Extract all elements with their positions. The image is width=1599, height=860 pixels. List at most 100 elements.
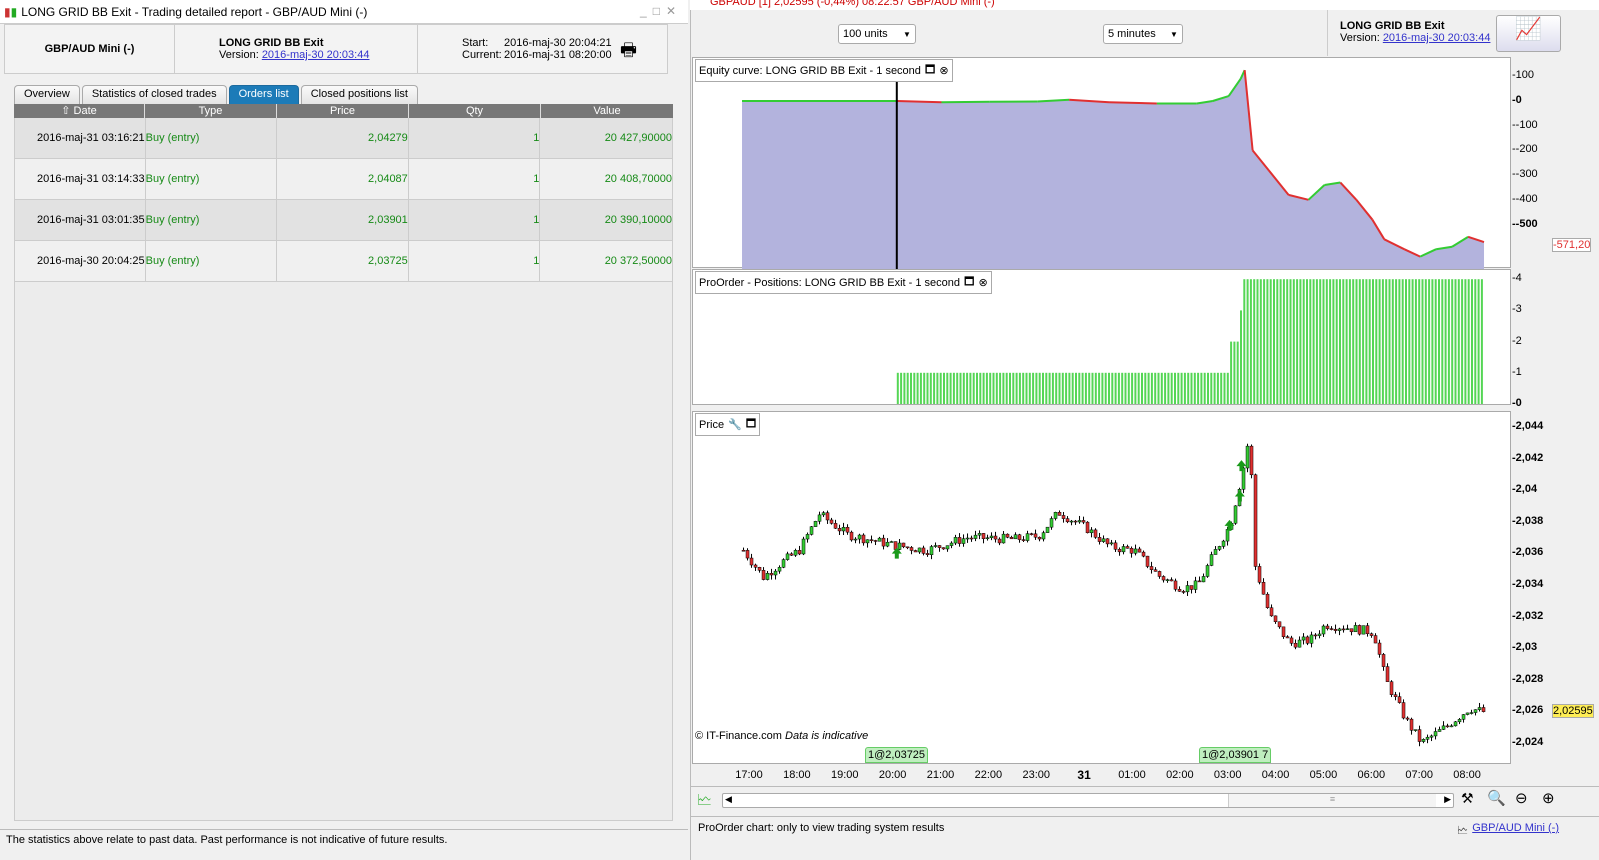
candle: [789, 553, 794, 556]
position-bar: [1279, 279, 1282, 404]
version-link[interactable]: 2016-maj-30 20:03:44: [261, 49, 370, 61]
position-bar: [1022, 372, 1025, 404]
last-price-label: 2,02595: [1552, 704, 1594, 719]
window-controls[interactable]: _□✕: [640, 4, 682, 18]
zoom-out-icon[interactable]: ⊖: [1515, 790, 1528, 807]
column-type[interactable]: Type: [145, 104, 277, 118]
candle: [1045, 526, 1050, 533]
position-bar: [1084, 372, 1087, 404]
column-price[interactable]: Price: [277, 104, 409, 118]
candle: [1013, 534, 1018, 540]
position-bar: [1032, 372, 1035, 404]
order-tag: 1@2,03901 7: [1199, 747, 1272, 763]
chart-window: 100 units ▼ 5 minutes ▼ LONG GRID BB Exit …: [690, 10, 1599, 860]
version-link[interactable]: 2016-maj-30 20:03:44: [1382, 32, 1491, 44]
position-bar: [1414, 279, 1417, 404]
position-bar: [1388, 279, 1391, 404]
candle: [1245, 445, 1250, 469]
tab-orders-list[interactable]: Orders list: [228, 85, 299, 104]
position-bar: [1028, 372, 1031, 404]
position-bar: [995, 372, 998, 404]
position-bar: [1187, 372, 1190, 404]
table-row[interactable]: 2016-maj-31 03:14:33 Buy (entry) 2,04087 1 2…: [15, 159, 672, 200]
candle: [869, 539, 874, 541]
position-bar: [1223, 372, 1226, 404]
chart-icon: 🗠: [1457, 825, 1469, 837]
units-select[interactable]: 100 units ▼: [838, 24, 916, 44]
candle: [1441, 725, 1446, 730]
instrument-link-group[interactable]: 🗠 GBP/AUD Mini (-): [1457, 822, 1559, 841]
position-bar: [1408, 279, 1411, 404]
close-icon[interactable]: ⊗: [978, 277, 988, 289]
position-bar: [1174, 372, 1177, 404]
candle: [1293, 643, 1298, 648]
position-bar: [1282, 279, 1285, 404]
candle: [1473, 709, 1478, 713]
candle: [1257, 566, 1262, 583]
candle: [949, 542, 954, 546]
table-row[interactable]: 2016-maj-31 03:16:21 Buy (entry) 2,04279 1 2…: [15, 118, 672, 159]
column-date[interactable]: ⇧ Date: [14, 104, 145, 118]
candle: [1477, 707, 1482, 710]
candle: [1149, 566, 1154, 570]
table-row[interactable]: 2016-maj-30 20:04:25 Buy (entry) 2,03725 1 2…: [15, 241, 672, 282]
position-bar: [1467, 279, 1470, 404]
candle: [833, 523, 838, 529]
table-row[interactable]: 2016-maj-31 03:01:35 Buy (entry) 2,03901 1 2…: [15, 200, 672, 241]
position-bar: [1160, 372, 1163, 404]
chart-navigator-icon[interactable]: 🗠: [697, 792, 713, 809]
maximize-icon[interactable]: 🗖: [964, 276, 975, 288]
tab-closed-positions[interactable]: Closed positions list: [300, 85, 418, 104]
candle: [1225, 529, 1230, 542]
close-icon[interactable]: ⊗: [939, 65, 949, 77]
candle: [933, 545, 938, 547]
candle: [965, 537, 970, 540]
wrench-icon[interactable]: 🔧: [728, 419, 742, 431]
position-bar: [1431, 279, 1434, 404]
scrollbar-thumb[interactable]: ≡: [1228, 794, 1436, 807]
position-bar: [1263, 279, 1266, 404]
candle: [1393, 694, 1398, 697]
axis-tick-label: -3: [1512, 303, 1522, 316]
tab-overview[interactable]: Overview: [14, 85, 80, 104]
candle: [1217, 546, 1222, 550]
printer-icon[interactable]: 🖶: [620, 40, 637, 60]
strategy-icon[interactable]: ⚒: [1461, 790, 1474, 806]
candle: [1157, 571, 1162, 577]
report-table-icon[interactable]: 📈: [1496, 15, 1561, 52]
position-bar: [1335, 279, 1338, 404]
position-bar: [1365, 279, 1368, 404]
candle: [957, 537, 962, 544]
tab-statistics[interactable]: Statistics of closed trades: [81, 85, 227, 104]
position-bar: [1339, 279, 1342, 404]
position-bar: [1230, 341, 1233, 404]
position-bar: [1131, 372, 1134, 404]
position-bar: [1005, 372, 1008, 404]
maximize-icon[interactable]: 🗖: [924, 64, 936, 76]
candle: [1401, 702, 1406, 719]
position-bar: [1471, 279, 1474, 404]
column-qty[interactable]: Qty: [409, 104, 541, 118]
position-bar: [1111, 372, 1114, 404]
horizontal-scrollbar[interactable]: ◀ ≡ ▶: [722, 793, 1454, 808]
instrument-link[interactable]: GBP/AUD Mini (-): [1472, 822, 1559, 834]
axis-tick-label: --500: [1512, 217, 1538, 230]
position-bar: [1127, 372, 1130, 404]
axis-tick-label: -100: [1512, 69, 1535, 82]
time-tick-label: 01:00: [1118, 769, 1146, 781]
position-bar: [1289, 279, 1292, 404]
candle: [1101, 538, 1106, 542]
timeframe-select[interactable]: 5 minutes ▼: [1103, 24, 1183, 44]
candle: [1365, 625, 1370, 634]
column-value[interactable]: Value: [593, 105, 621, 117]
position-bar: [946, 372, 949, 404]
position-bar: [1348, 279, 1351, 404]
candle: [1241, 467, 1246, 490]
candle: [937, 545, 942, 548]
zoom-in-icon[interactable]: ⊕: [1542, 790, 1555, 807]
auto-zoom-icon[interactable]: 🔍: [1487, 790, 1506, 807]
maximize-icon[interactable]: 🗖: [745, 418, 757, 430]
axis-tick-label: --200: [1512, 143, 1538, 156]
equity-line-segment: [1069, 98, 1110, 104]
position-bar: [1117, 372, 1120, 404]
